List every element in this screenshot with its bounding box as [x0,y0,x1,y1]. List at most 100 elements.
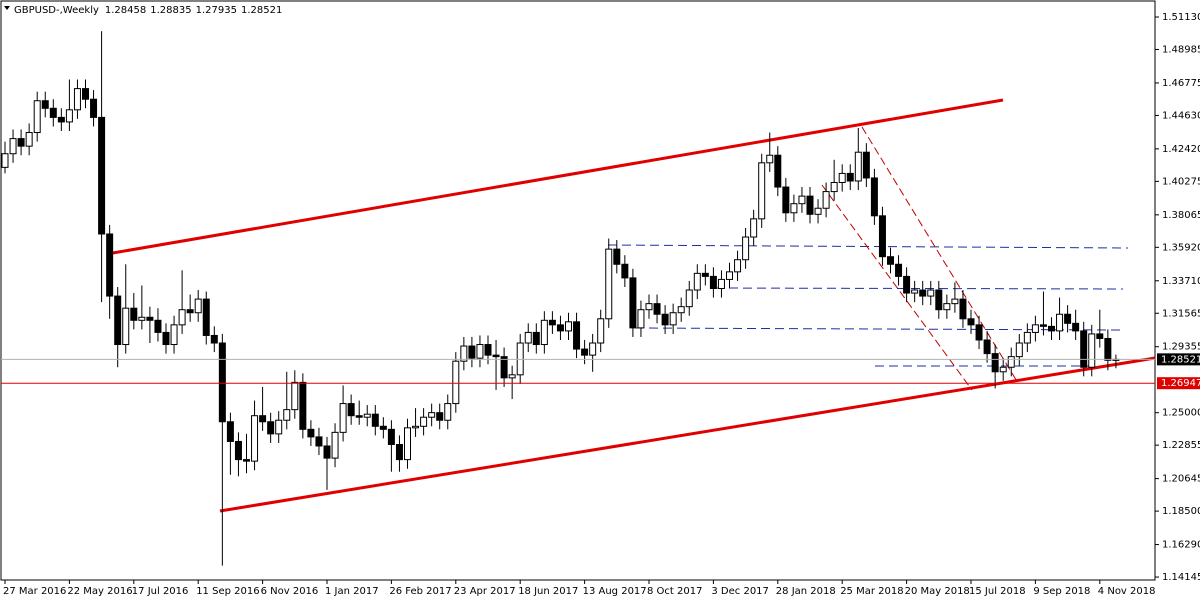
candle-body [830,182,838,193]
candle-body [1104,337,1112,361]
y-tick-label: 1.48985 [1162,44,1200,55]
level-label-box [1157,377,1200,390]
candle-body [210,334,218,344]
y-tick-label: 1.35920 [1162,242,1200,253]
candle-body [114,295,122,346]
candle-body [275,419,283,435]
candle-body [726,271,733,280]
candle-body [98,116,106,235]
candle-body [540,319,548,346]
x-tick-label: 4 Nov 2018 [1098,586,1156,597]
candle-body [532,331,540,346]
candle-body [597,318,605,344]
x-tick-label: 1 Jan 2017 [325,586,379,597]
y-tick-label: 1.38065 [1162,210,1200,221]
candle-body [524,331,532,344]
candle-body [1039,324,1047,327]
candle-body [838,172,846,184]
candle-body [581,348,589,356]
candle-body [878,215,886,258]
candle-body [33,100,41,134]
candle-body [846,172,854,182]
candle-body [701,272,709,277]
candle-body [299,381,307,430]
y-tick-label: 1.44630 [1162,110,1200,121]
candle-body [243,459,250,462]
candle-body [911,289,919,294]
candle-body [1096,333,1104,339]
candle-body [259,415,267,423]
candle-body [65,109,73,123]
candle-body [508,374,516,379]
candle-body [170,324,178,346]
x-tick-label: 18 Jun 2017 [518,586,578,597]
candle-body [669,312,677,326]
candle-body [82,88,89,100]
candle-body [709,275,717,290]
candle-body [758,162,766,220]
level-line [607,244,1129,249]
candle-body [468,345,476,359]
candle-body [315,436,323,447]
candle-body [387,428,395,445]
x-tick-label: 28 Jan 2018 [776,586,836,597]
candle-body [452,360,460,405]
candle-body [436,412,444,421]
y-tick-label: 1.51130 [1162,12,1200,23]
y-tick-label: 1.14145 [1162,572,1200,583]
candle-body [371,413,379,427]
candle-body [814,207,822,215]
header-high: 1.28835 [150,5,191,16]
candle-body [1080,330,1088,368]
candle-body [251,415,259,462]
candle-body [41,100,49,109]
candle-body [548,319,556,326]
candle-body [291,381,299,411]
candle-body [49,107,57,118]
candle-body [943,303,951,311]
candle-body [130,307,138,321]
candle-body [1015,342,1023,358]
candle-body [991,353,999,373]
candle-body [444,403,452,421]
x-tick-label: 3 Dec 2017 [711,586,769,597]
y-tick-label: 1.33710 [1162,276,1200,287]
x-tick-label: 15 Jul 2018 [969,586,1026,597]
candle-body [202,298,210,336]
candle-body [500,356,508,379]
candle-body [428,412,436,418]
x-tick-label: 27 Mar 2016 [3,586,66,597]
candle-body [895,263,903,277]
y-tick-label: 1.29355 [1162,342,1200,353]
header: GBPUSD-,Weekly 1.28458 1.28835 1.27935 1.285… [14,5,282,16]
candle-body [750,218,758,238]
header-low: 1.27935 [196,5,237,16]
candle-body [412,425,420,429]
candle-body [331,431,339,459]
x-tick-label: 9 Sep 2018 [1033,586,1090,597]
candle-body [226,421,234,442]
candle-body [404,427,411,461]
candle-body [323,445,331,459]
candle-body [854,151,862,182]
candle-body [645,303,653,311]
upper-trendline [106,98,1004,256]
candle-body [975,324,983,341]
candle-body [1023,331,1031,344]
x-tick-label: 17 Jul 2016 [132,586,189,597]
y-tick-label: 1.18500 [1162,506,1200,517]
candle-body [283,409,291,421]
candle-body [1048,325,1055,332]
channel-line [861,126,1019,384]
candle-body [967,318,975,326]
candle-body [621,263,629,279]
candle-body [307,428,315,438]
candle-body [138,316,146,321]
x-tick-label: 6 Nov 2016 [261,586,319,597]
y-tick-label: 1.31565 [1162,308,1200,319]
candle-body [782,186,790,214]
candle-body [677,306,685,314]
candle-body [685,289,693,308]
candle-body [661,313,669,326]
